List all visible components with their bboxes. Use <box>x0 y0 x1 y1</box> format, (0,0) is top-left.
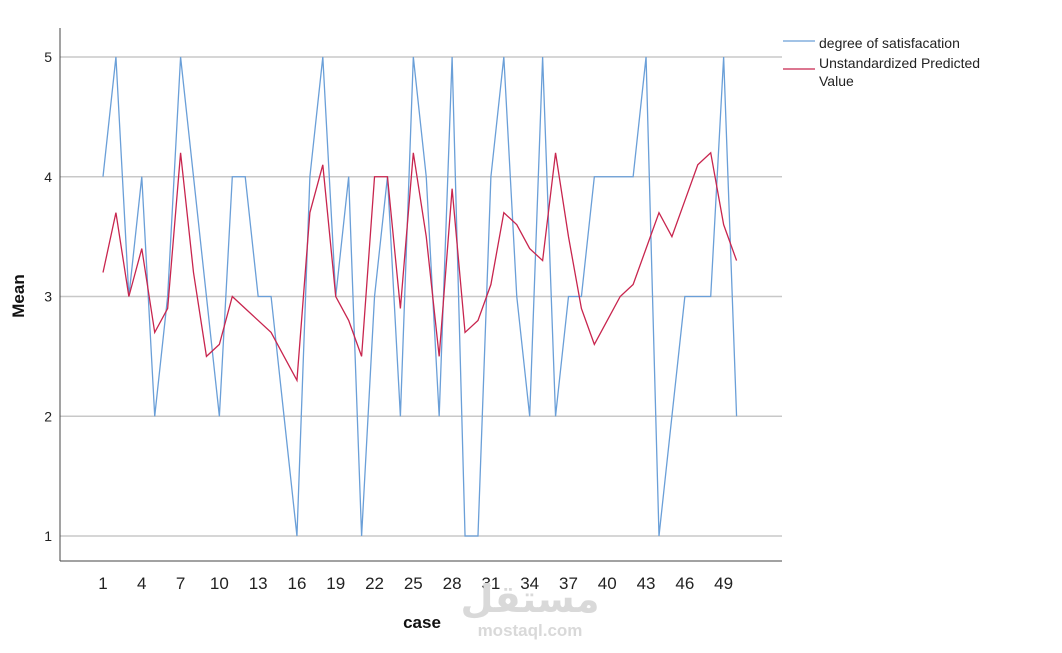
x-tick-label: 4 <box>137 574 146 593</box>
x-tick-label: 46 <box>675 574 694 593</box>
legend-label-predicted-line2: Value <box>819 73 854 89</box>
x-tick-label: 10 <box>210 574 229 593</box>
y-tick-label: 4 <box>44 169 52 185</box>
y-tick-label: 5 <box>44 49 52 65</box>
x-tick-label: 37 <box>559 574 578 593</box>
series-line-predicted <box>102 151 738 383</box>
x-tick-label: 25 <box>404 574 423 593</box>
legend-label-predicted-line1: Unstandardized Predicted <box>819 55 980 71</box>
series-lines <box>102 56 738 537</box>
legend-label-satisfaction: degree of satisfacation <box>819 35 960 51</box>
x-tick-label: 49 <box>714 574 733 593</box>
y-tick-labels: 1 2 3 4 5 <box>44 49 52 544</box>
legend: degree of satisfacation Unstandardized P… <box>783 35 980 89</box>
x-tick-label: 43 <box>637 574 656 593</box>
watermark-latin: mostaql.com <box>478 621 583 640</box>
x-tick-label: 19 <box>326 574 345 593</box>
watermark: مستقل mostaql.com <box>461 577 600 640</box>
x-tick-label: 7 <box>176 574 185 593</box>
x-tick-label: 22 <box>365 574 384 593</box>
x-tick-label: 28 <box>443 574 462 593</box>
x-tick-label: 13 <box>249 574 268 593</box>
x-tick-label: 1 <box>98 574 107 593</box>
x-tick-label: 34 <box>520 574 539 593</box>
series-line-satisfaction <box>102 56 738 537</box>
x-tick-label: 31 <box>481 574 500 593</box>
axes <box>59 28 782 562</box>
x-tick-label: 16 <box>287 574 306 593</box>
watermark-arabic: مستقل <box>461 577 600 621</box>
x-axis-title: case <box>403 613 441 632</box>
y-tick-label: 1 <box>44 528 52 544</box>
y-tick-label: 3 <box>44 289 52 305</box>
x-tick-label: 40 <box>598 574 617 593</box>
x-tick-labels: 1 4 7 10 13 16 19 22 25 28 31 34 37 40 43 46 49 <box>98 574 733 593</box>
y-tick-label: 2 <box>44 408 52 424</box>
y-axis-title: Mean <box>9 274 28 317</box>
